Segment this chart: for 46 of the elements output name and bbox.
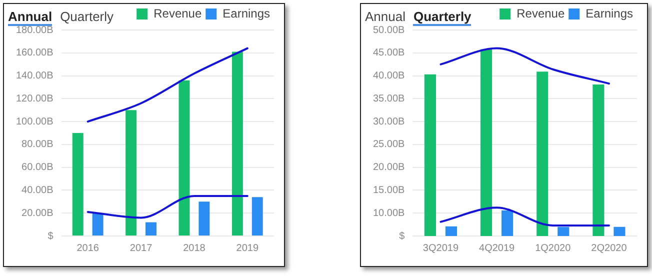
y-tick-label: 30.00B [372,116,406,128]
y-tick-label: 10.00B [372,208,406,219]
y-tick-label: 120.00B [16,93,54,104]
x-tick-label: 2018 [183,242,206,254]
y-tick-label: 25.00B [372,139,406,150]
y-tick-label: 15.00B [372,184,406,196]
legend-label: Earnings [586,6,634,20]
y-tick-label: 45.00B [372,48,406,59]
y-tick-label: 140.00B [16,70,54,82]
legend-label: Revenue [154,6,202,20]
x-tick-label: 1Q2020 [535,242,572,254]
x-tick-label: 2019 [236,242,259,254]
text: Annual [365,9,406,26]
legend-label: Revenue [516,6,565,20]
bar [146,222,156,236]
x-tick-label: 3Q2019 [422,242,459,254]
y-tick-label: 50.00B [372,24,406,36]
y-tick-label: $ [48,230,54,242]
y-tick-label: 40.00B [22,184,54,196]
x-tick-label: 2016 [76,242,100,254]
y-tick-label: 40.00B [372,70,406,82]
x-tick-label: 2Q2020 [591,242,628,254]
bar [232,52,243,236]
line-series [440,47,610,85]
bar [178,80,190,236]
y-tick-label: 20.00B [22,208,54,219]
legend-label: Earnings [222,6,270,20]
bar [92,213,104,236]
y-tick-label: 160.00B [16,48,54,59]
text: Quarterly [60,9,114,26]
bar [252,197,263,236]
x-tick-label: 4Q2019 [479,242,516,254]
text: Quarterly [413,9,472,26]
line-series [86,47,248,123]
y-tick-label: 100.00B [16,116,54,128]
x-tick-label: 2017 [130,242,153,254]
y-tick-label: 180.00B [16,24,54,36]
y-tick-label: 35.00B [372,93,406,104]
y-tick-label: 20.00B [372,162,406,174]
y-tick-label: 80.00B [22,139,54,150]
y-tick-label: 60.00B [22,162,54,174]
bar [72,133,84,236]
bar [198,202,210,236]
bar [126,110,137,236]
text: Annual [8,9,52,26]
y-tick-label: $ [399,230,406,242]
